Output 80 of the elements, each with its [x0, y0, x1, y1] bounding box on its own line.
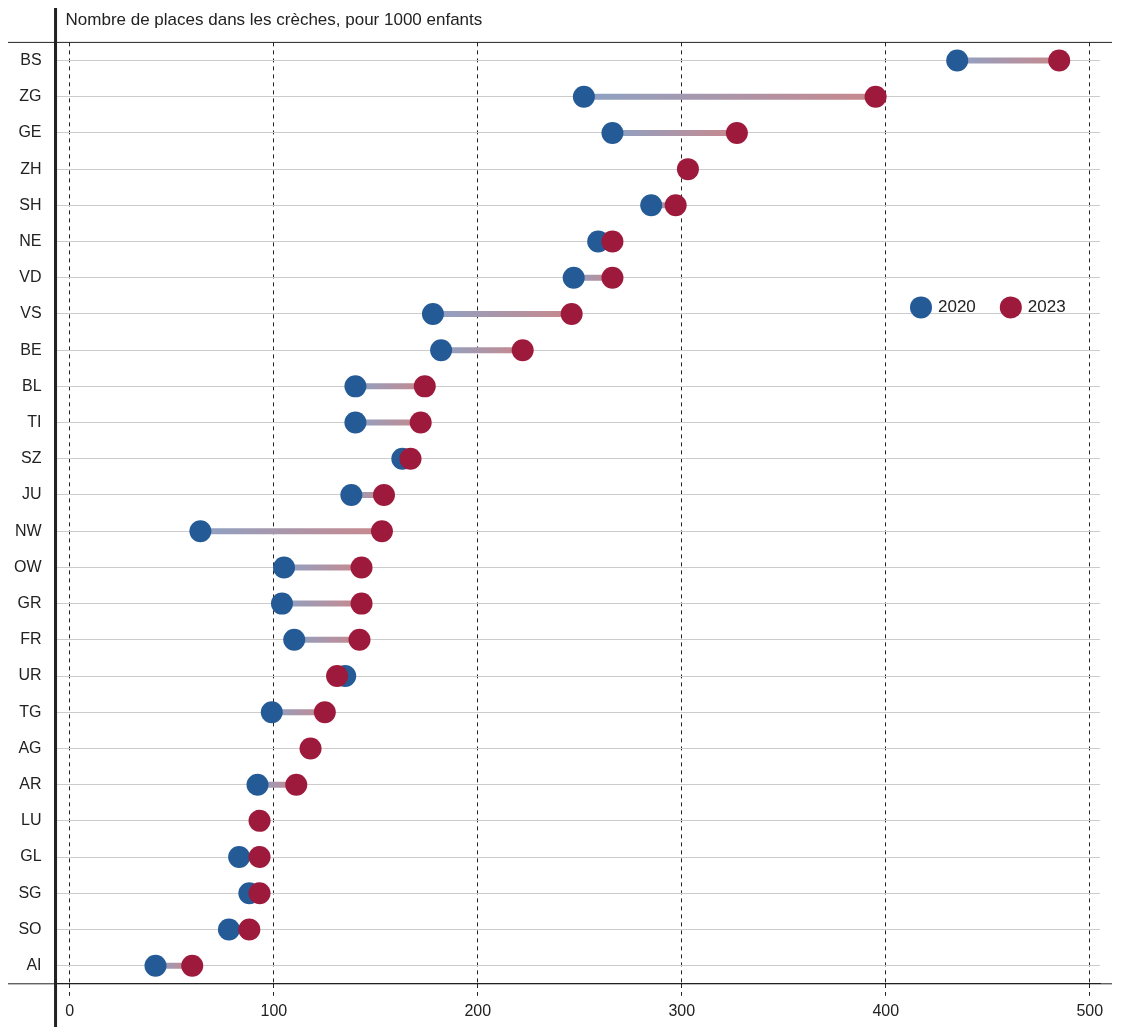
point [601, 121, 624, 144]
y-tick-label: ZG [19, 87, 42, 105]
y-tick-label: GL [20, 847, 42, 865]
y-tick-label: VS [20, 304, 42, 322]
y-tick-label: AI [26, 956, 42, 974]
point [413, 375, 436, 398]
y-tick-label: AG [18, 738, 42, 756]
y-tick-label: LU [21, 811, 42, 829]
point [601, 230, 624, 253]
x-tick-label: 100 [260, 1001, 288, 1019]
y-tick-label: BE [20, 340, 42, 358]
point [1048, 49, 1071, 72]
y-tick-label: JU [21, 485, 42, 503]
y-tick-label: SH [19, 195, 42, 213]
y-tick-label: BL [21, 376, 42, 394]
y-tick-label: ZH [20, 159, 42, 177]
point [340, 484, 363, 506]
point [572, 85, 595, 108]
point [511, 339, 534, 362]
point [601, 266, 624, 289]
x-tick-label: 200 [464, 1001, 492, 1019]
point [189, 520, 212, 543]
y-tick-label: TI [27, 412, 42, 430]
point [299, 737, 322, 760]
point [560, 302, 583, 325]
point [248, 809, 271, 832]
y-tick-label: SO [18, 919, 42, 937]
point [344, 375, 367, 398]
point [725, 121, 748, 144]
y-tick-label: VD [19, 268, 42, 286]
point [344, 411, 367, 434]
point [348, 628, 371, 651]
point [248, 882, 271, 905]
y-tick-label: SG [18, 883, 42, 901]
y-tick-label: OW [14, 557, 43, 575]
point [217, 918, 240, 941]
point [676, 158, 699, 181]
y-tick-label: TG [19, 702, 42, 720]
legend-label: 2023 [1027, 297, 1066, 317]
y-tick-label: NW [14, 521, 43, 539]
point [399, 447, 422, 470]
point [144, 954, 167, 977]
point [370, 520, 393, 543]
point [285, 773, 308, 796]
chart-title: Nombre de places dans les crèches, pour 1000 enfants [65, 10, 483, 30]
point [181, 954, 204, 977]
point [273, 556, 296, 579]
y-tick-label: GE [18, 123, 42, 141]
y-tick-label: AR [19, 775, 42, 793]
point [372, 484, 395, 506]
point [430, 339, 453, 362]
point [350, 592, 373, 615]
legend-label: 2020 [938, 297, 976, 317]
point [421, 302, 444, 325]
point [248, 846, 271, 869]
point [562, 266, 585, 289]
point [270, 592, 293, 615]
point [664, 194, 687, 217]
y-tick-label: SZ [21, 449, 42, 467]
point [260, 701, 283, 724]
point [283, 628, 306, 651]
point [409, 411, 432, 434]
point [946, 49, 969, 72]
x-tick-label: 500 [1076, 1001, 1104, 1019]
x-tick-label: 0 [65, 1001, 75, 1019]
x-tick-label: 400 [872, 1001, 900, 1019]
point [246, 773, 269, 796]
point [640, 194, 663, 217]
point [238, 918, 261, 941]
point [350, 556, 373, 579]
y-tick-label: FR [20, 630, 42, 648]
y-tick-label: BS [20, 50, 42, 68]
y-tick-label: NE [19, 231, 42, 249]
x-tick-label: 300 [668, 1001, 696, 1019]
y-tick-label: GR [17, 594, 42, 612]
y-tick-label: UR [18, 666, 42, 684]
point [228, 846, 251, 869]
point [864, 85, 887, 108]
point [313, 701, 336, 724]
point [326, 665, 349, 688]
